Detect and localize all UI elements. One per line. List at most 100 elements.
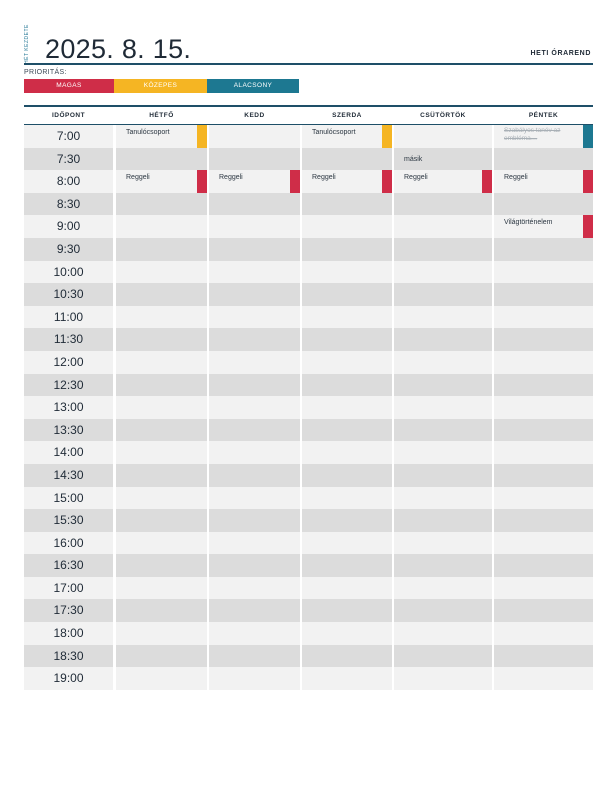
schedule-cell-friday[interactable] bbox=[494, 622, 593, 645]
schedule-cell-wednesday[interactable] bbox=[302, 531, 392, 555]
schedule-cell-tuesday[interactable] bbox=[209, 531, 300, 555]
schedule-cell-wednesday[interactable] bbox=[302, 283, 392, 306]
schedule-cell-thursday[interactable] bbox=[394, 463, 492, 487]
schedule-cell-monday[interactable]: Tanulócsoport bbox=[116, 125, 207, 148]
schedule-cell-friday[interactable] bbox=[494, 463, 593, 487]
schedule-cell-wednesday[interactable] bbox=[302, 441, 392, 464]
schedule-cell-monday[interactable] bbox=[116, 305, 207, 329]
schedule-cell-monday[interactable] bbox=[116, 486, 207, 510]
schedule-cell-tuesday[interactable] bbox=[209, 644, 300, 668]
schedule-cell-friday[interactable] bbox=[494, 350, 593, 374]
schedule-cell-monday[interactable] bbox=[116, 667, 207, 690]
schedule-cell-monday[interactable] bbox=[116, 260, 207, 284]
schedule-cell-thursday[interactable]: másik bbox=[394, 147, 492, 171]
schedule-cell-tuesday[interactable] bbox=[209, 260, 300, 284]
schedule-cell-tuesday[interactable] bbox=[209, 147, 300, 171]
schedule-cell-monday[interactable] bbox=[116, 373, 207, 397]
schedule-cell-wednesday[interactable] bbox=[302, 328, 392, 351]
schedule-cell-monday[interactable] bbox=[116, 237, 207, 261]
schedule-cell-friday[interactable] bbox=[494, 531, 593, 555]
schedule-cell-monday[interactable] bbox=[116, 396, 207, 419]
schedule-cell-monday[interactable] bbox=[116, 283, 207, 306]
schedule-cell-friday[interactable] bbox=[494, 328, 593, 351]
schedule-cell-friday[interactable] bbox=[494, 599, 593, 623]
schedule-cell-thursday[interactable] bbox=[394, 328, 492, 351]
schedule-cell-friday[interactable] bbox=[494, 667, 593, 690]
schedule-cell-thursday[interactable] bbox=[394, 215, 492, 238]
schedule-cell-friday[interactable] bbox=[494, 373, 593, 397]
schedule-cell-thursday[interactable] bbox=[394, 531, 492, 555]
schedule-cell-friday[interactable] bbox=[494, 554, 593, 577]
schedule-cell-monday[interactable] bbox=[116, 215, 207, 238]
schedule-cell-tuesday[interactable] bbox=[209, 463, 300, 487]
schedule-cell-wednesday[interactable] bbox=[302, 147, 392, 171]
schedule-cell-friday[interactable] bbox=[494, 192, 593, 216]
schedule-cell-tuesday[interactable] bbox=[209, 622, 300, 645]
schedule-cell-friday[interactable] bbox=[494, 260, 593, 284]
schedule-cell-monday[interactable] bbox=[116, 418, 207, 442]
schedule-cell-tuesday[interactable] bbox=[209, 373, 300, 397]
schedule-cell-thursday[interactable] bbox=[394, 350, 492, 374]
schedule-cell-monday[interactable] bbox=[116, 599, 207, 623]
schedule-cell-friday[interactable] bbox=[494, 418, 593, 442]
schedule-cell-friday[interactable] bbox=[494, 486, 593, 510]
schedule-cell-thursday[interactable] bbox=[394, 373, 492, 397]
schedule-cell-thursday[interactable] bbox=[394, 576, 492, 600]
schedule-cell-tuesday[interactable] bbox=[209, 350, 300, 374]
schedule-cell-tuesday[interactable] bbox=[209, 305, 300, 329]
schedule-cell-monday[interactable] bbox=[116, 192, 207, 216]
schedule-cell-thursday[interactable] bbox=[394, 283, 492, 306]
schedule-cell-friday[interactable] bbox=[494, 147, 593, 171]
schedule-cell-wednesday[interactable] bbox=[302, 463, 392, 487]
schedule-cell-thursday[interactable] bbox=[394, 305, 492, 329]
schedule-cell-wednesday[interactable] bbox=[302, 418, 392, 442]
schedule-cell-friday[interactable] bbox=[494, 644, 593, 668]
schedule-cell-thursday[interactable] bbox=[394, 599, 492, 623]
schedule-cell-wednesday[interactable] bbox=[302, 260, 392, 284]
schedule-cell-thursday[interactable] bbox=[394, 622, 492, 645]
schedule-cell-wednesday[interactable]: Tanulócsoport bbox=[302, 125, 392, 148]
schedule-cell-tuesday[interactable] bbox=[209, 667, 300, 690]
schedule-cell-friday[interactable]: Világtörténelem bbox=[494, 215, 593, 238]
schedule-cell-tuesday[interactable] bbox=[209, 576, 300, 600]
schedule-cell-tuesday[interactable] bbox=[209, 237, 300, 261]
schedule-cell-wednesday[interactable] bbox=[302, 373, 392, 397]
schedule-cell-monday[interactable] bbox=[116, 328, 207, 351]
schedule-cell-wednesday[interactable] bbox=[302, 667, 392, 690]
schedule-cell-wednesday[interactable] bbox=[302, 192, 392, 216]
schedule-cell-monday[interactable] bbox=[116, 350, 207, 374]
schedule-cell-monday[interactable] bbox=[116, 554, 207, 577]
schedule-cell-tuesday[interactable] bbox=[209, 554, 300, 577]
schedule-cell-friday[interactable] bbox=[494, 576, 593, 600]
schedule-cell-tuesday[interactable] bbox=[209, 283, 300, 306]
schedule-cell-friday[interactable] bbox=[494, 441, 593, 464]
schedule-cell-thursday[interactable] bbox=[394, 125, 492, 148]
schedule-cell-friday[interactable] bbox=[494, 237, 593, 261]
schedule-cell-tuesday[interactable] bbox=[209, 192, 300, 216]
schedule-cell-friday[interactable] bbox=[494, 305, 593, 329]
schedule-cell-monday[interactable] bbox=[116, 441, 207, 464]
schedule-cell-tuesday[interactable] bbox=[209, 396, 300, 419]
schedule-cell-friday[interactable] bbox=[494, 396, 593, 419]
schedule-cell-tuesday[interactable] bbox=[209, 486, 300, 510]
schedule-cell-tuesday[interactable] bbox=[209, 215, 300, 238]
schedule-cell-monday[interactable] bbox=[116, 576, 207, 600]
schedule-cell-thursday[interactable] bbox=[394, 192, 492, 216]
schedule-cell-wednesday[interactable] bbox=[302, 237, 392, 261]
schedule-cell-wednesday[interactable] bbox=[302, 576, 392, 600]
schedule-cell-monday[interactable]: Reggeli bbox=[116, 170, 207, 193]
schedule-cell-tuesday[interactable] bbox=[209, 441, 300, 464]
schedule-cell-tuesday[interactable] bbox=[209, 509, 300, 532]
schedule-cell-tuesday[interactable] bbox=[209, 599, 300, 623]
schedule-cell-wednesday[interactable]: Reggeli bbox=[302, 170, 392, 193]
schedule-cell-thursday[interactable] bbox=[394, 554, 492, 577]
schedule-cell-friday[interactable] bbox=[494, 283, 593, 306]
schedule-cell-thursday[interactable] bbox=[394, 667, 492, 690]
schedule-cell-friday[interactable]: Reggeli bbox=[494, 170, 593, 193]
week-start-date[interactable]: 2025. 8. 15. bbox=[45, 34, 192, 64]
schedule-cell-wednesday[interactable] bbox=[302, 486, 392, 510]
schedule-cell-tuesday[interactable] bbox=[209, 328, 300, 351]
schedule-cell-wednesday[interactable] bbox=[302, 215, 392, 238]
schedule-cell-wednesday[interactable] bbox=[302, 305, 392, 329]
schedule-cell-monday[interactable] bbox=[116, 463, 207, 487]
